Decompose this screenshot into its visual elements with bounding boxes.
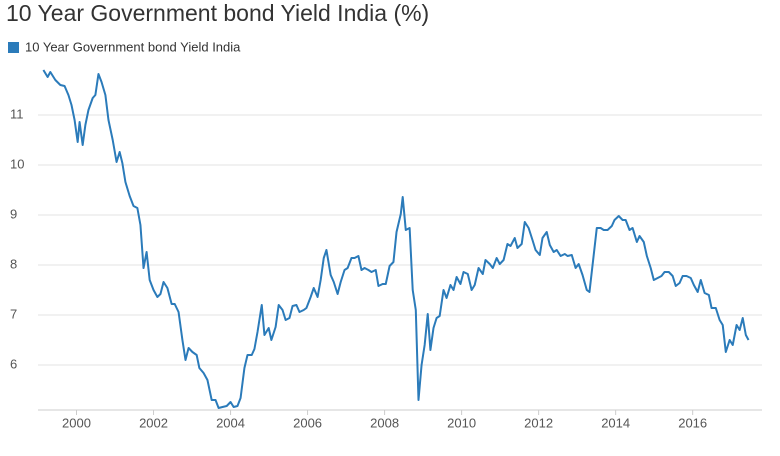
x-tick-label: 2006: [293, 415, 322, 430]
x-tick-label: 2000: [62, 415, 91, 430]
x-tick-label: 2014: [601, 415, 630, 430]
y-tick-label: 10: [10, 156, 24, 171]
y-tick-label: 9: [10, 206, 17, 221]
x-tick-label: 2004: [216, 415, 245, 430]
line: [42, 69, 750, 409]
legend-swatch: [8, 42, 19, 53]
x-tick-label: 2008: [370, 415, 399, 430]
chart-title: 10 Year Government bond Yield India (%): [6, 0, 429, 26]
x-tick-label: 2016: [678, 415, 707, 430]
y-tick-label: 8: [10, 256, 17, 271]
legend-label: 10 Year Government bond Yield India: [25, 39, 241, 54]
y-tick-label: 6: [10, 356, 17, 371]
x-tick-label: 2012: [524, 415, 553, 430]
y-tick-label: 11: [10, 106, 24, 121]
y-tick-label: 7: [10, 306, 17, 321]
x-tick-label: 2002: [139, 415, 168, 430]
x-tick-label: 2010: [447, 415, 476, 430]
